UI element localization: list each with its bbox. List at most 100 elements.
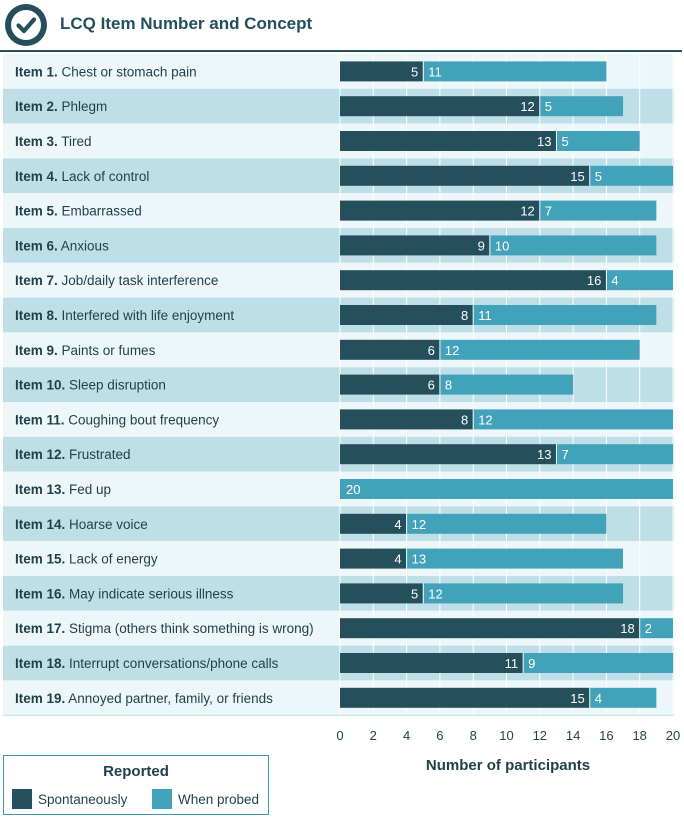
category-label: Item 17. Stigma (others think something … xyxy=(15,621,314,636)
bar-spontaneous xyxy=(340,165,590,186)
bar-spontaneous xyxy=(340,339,440,360)
bar-value-when-probed: 11 xyxy=(478,308,492,323)
bar-spontaneous xyxy=(340,618,640,639)
category-label: Item 19. Annoyed partner, family, or fri… xyxy=(15,691,273,706)
legend-item-when-probed: When probed xyxy=(152,789,259,809)
bar-value-when-probed: 12 xyxy=(428,586,442,601)
category-label: Item 1. Chest or stomach pain xyxy=(15,64,197,79)
bar-when-probed xyxy=(556,131,640,151)
bar-value-when-probed: 8 xyxy=(445,378,452,393)
bar-value-when-probed: 5 xyxy=(545,99,552,114)
category-label: Item 9. Paints or fumes xyxy=(15,343,156,358)
chart-header: LCQ Item Number and Concept xyxy=(0,0,684,52)
bar-value-spontaneous: 9 xyxy=(478,238,485,253)
bar-value-spontaneous: 13 xyxy=(537,134,551,149)
x-tick-label: 20 xyxy=(666,728,680,743)
bar-when-probed xyxy=(489,235,657,256)
legend-label-when-probed: When probed xyxy=(178,791,260,807)
bar-spontaneous xyxy=(340,305,474,325)
category-label: Item 18. Interrupt conversations/phone c… xyxy=(15,656,279,671)
legend-title: Reported xyxy=(103,763,169,780)
bar-value-spontaneous: 15 xyxy=(570,691,584,706)
category-label: Item 7. Job/daily task interference xyxy=(15,273,218,288)
bar-spontaneous xyxy=(340,444,557,465)
bar-value-spontaneous: 8 xyxy=(461,308,468,323)
category-label: Item 8. Interfered with life enjoyment xyxy=(15,308,234,323)
bar-value-spontaneous: 5 xyxy=(411,586,418,601)
bar-value-when-probed: 4 xyxy=(595,691,602,706)
bar-when-probed xyxy=(406,513,607,534)
category-label: Item 4. Lack of control xyxy=(15,169,149,184)
bar-spontaneous xyxy=(340,513,407,534)
bar-when-probed xyxy=(473,305,657,325)
category-label: Item 15. Lack of energy xyxy=(15,552,158,567)
bar-value-spontaneous: 8 xyxy=(461,412,468,427)
bar-value-when-probed: 7 xyxy=(545,204,552,219)
x-tick-label: 16 xyxy=(599,728,613,743)
bar-value-when-probed: 7 xyxy=(561,447,568,462)
bar-value-spontaneous: 12 xyxy=(520,99,534,114)
bar-spontaneous xyxy=(340,374,440,395)
bar-value-spontaneous: 4 xyxy=(394,517,401,532)
category-label: Item 2. Phlegm xyxy=(15,99,107,114)
bar-value-when-probed: 5 xyxy=(595,169,602,184)
bar-when-probed xyxy=(523,653,673,673)
bar-when-probed xyxy=(423,583,624,604)
bar-value-when-probed: 5 xyxy=(561,134,568,149)
bar-spontaneous xyxy=(340,131,557,151)
bar-value-when-probed: 2 xyxy=(645,621,652,636)
chart-title: LCQ Item Number and Concept xyxy=(60,14,313,33)
bar-when-probed xyxy=(589,165,673,186)
category-label: Item 3. Tired xyxy=(15,134,92,149)
bar-value-when-probed: 12 xyxy=(478,412,492,427)
category-label: Item 11. Coughing bout frequency xyxy=(15,412,219,427)
x-axis-label: Number of participants xyxy=(425,757,591,774)
legend-swatch-when-probed xyxy=(152,789,172,809)
legend-label-spontaneously: Spontaneously xyxy=(38,791,128,807)
x-tick-label: 0 xyxy=(336,728,343,743)
bar-spontaneous xyxy=(340,61,424,82)
bar-value-when-probed: 20 xyxy=(346,482,360,497)
bar-spontaneous xyxy=(340,270,607,291)
category-label: Item 16. May indicate serious illness xyxy=(15,586,234,601)
bar-when-probed xyxy=(589,687,657,708)
legend-item-spontaneously: Spontaneously xyxy=(12,789,127,809)
category-label: Item 14. Hoarse voice xyxy=(15,517,148,532)
bar-when-probed xyxy=(556,444,673,465)
bar-spontaneous xyxy=(340,235,490,256)
bar-value-spontaneous: 15 xyxy=(570,169,584,184)
bar-value-spontaneous: 6 xyxy=(428,378,435,393)
category-label: Item 12. Frustrated xyxy=(15,447,131,462)
category-label: Item 13. Fed up xyxy=(15,482,111,497)
bar-value-when-probed: 10 xyxy=(495,238,509,253)
x-tick-label: 6 xyxy=(436,728,443,743)
bar-when-probed xyxy=(639,618,673,639)
x-tick-label: 14 xyxy=(566,728,580,743)
bar-when-probed xyxy=(406,548,624,569)
bar-when-probed xyxy=(606,270,673,291)
bar-spontaneous xyxy=(340,200,540,221)
x-tick-label: 4 xyxy=(403,728,410,743)
bar-value-spontaneous: 5 xyxy=(411,64,418,79)
bar-value-spontaneous: 4 xyxy=(394,552,401,567)
bar-spontaneous xyxy=(340,583,424,604)
category-label: Item 5. Embarrassed xyxy=(15,204,142,219)
bar-value-spontaneous: 13 xyxy=(537,447,551,462)
bar-value-spontaneous: 18 xyxy=(620,621,634,636)
x-tick-label: 18 xyxy=(632,728,646,743)
bar-value-when-probed: 11 xyxy=(428,64,442,79)
bar-value-spontaneous: 6 xyxy=(428,343,435,358)
bar-when-probed xyxy=(439,374,574,395)
bar-when-probed xyxy=(473,409,673,430)
bar-when-probed xyxy=(423,61,607,82)
bar-value-when-probed: 4 xyxy=(611,273,618,288)
category-label: Item 10. Sleep disruption xyxy=(15,378,166,393)
x-tick-label: 12 xyxy=(533,728,547,743)
bar-when-probed xyxy=(539,96,624,117)
bar-value-spontaneous: 12 xyxy=(520,204,534,219)
bar-when-probed xyxy=(439,339,640,360)
category-label: Item 6. Anxious xyxy=(15,238,109,253)
x-tick-label: 10 xyxy=(499,728,513,743)
bar-when-probed xyxy=(539,200,657,221)
